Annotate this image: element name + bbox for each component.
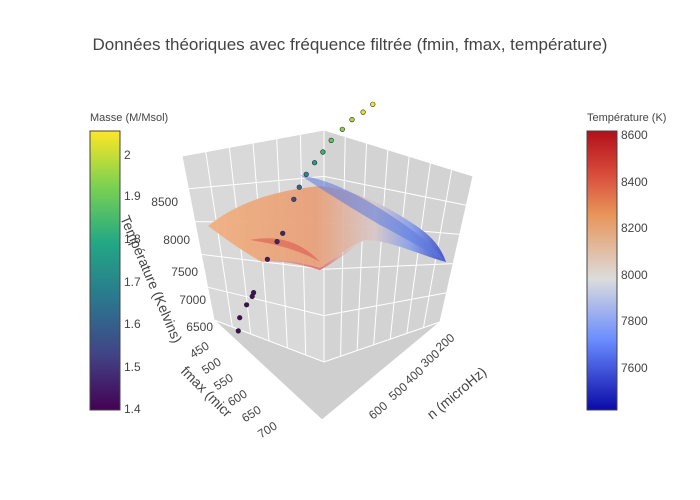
colorbar-temperature-tick: 8000 bbox=[621, 268, 648, 282]
y-tick: 650 bbox=[239, 403, 264, 426]
scatter-point bbox=[296, 184, 302, 190]
scatter-point bbox=[312, 160, 318, 166]
scatter-point bbox=[280, 230, 286, 236]
colorbar-mass-tick: 1.4 bbox=[124, 402, 141, 416]
z-tick: 7500 bbox=[171, 265, 198, 279]
scatter-points bbox=[235, 101, 376, 334]
colorbar-mass-tick: 1.5 bbox=[124, 360, 141, 374]
surface-blue-edge bbox=[300, 175, 446, 262]
z-tick: 7000 bbox=[179, 293, 206, 307]
scatter-point bbox=[235, 328, 241, 334]
colorbar-mass: Masse (M/Msol) 2 1.9 1.8 1.7 1.6 1.5 1.4 bbox=[89, 112, 168, 416]
scatter-point bbox=[339, 126, 345, 132]
surface-main bbox=[208, 186, 446, 268]
colorbar-temperature-tick: 8600 bbox=[621, 128, 648, 142]
scatter-point bbox=[264, 256, 271, 262]
surface-front-shade bbox=[262, 240, 365, 270]
grid-line bbox=[389, 156, 410, 340]
scatter-point bbox=[328, 137, 334, 143]
colorbar-temperature-tick: 8200 bbox=[621, 221, 648, 235]
scatter-point bbox=[370, 101, 376, 107]
grid-line bbox=[323, 292, 447, 317]
z-tick: 8500 bbox=[151, 195, 178, 209]
scatter-point bbox=[320, 149, 326, 155]
y-tick: 450 bbox=[187, 339, 212, 362]
z-tick: 8000 bbox=[163, 233, 190, 247]
colorbar-mass-tick: 2 bbox=[124, 148, 131, 162]
colorbar-temperature-tick: 8400 bbox=[621, 175, 648, 189]
grid-line bbox=[207, 286, 325, 317]
surface bbox=[208, 175, 446, 270]
x-tick: 600 bbox=[366, 398, 391, 422]
colorbar-temperature-tick: 7800 bbox=[621, 314, 648, 328]
grid-line bbox=[188, 175, 325, 190]
grid-line bbox=[323, 175, 467, 206]
z-axis-ticks: 8500 8000 7500 7000 6500 bbox=[151, 195, 213, 334]
colorbar-temperature-scale bbox=[586, 130, 618, 411]
x-axis-title: n (microHz) bbox=[424, 364, 490, 423]
colorbar-mass-title: Masse (M/Msol) bbox=[90, 112, 168, 124]
scatter-point bbox=[303, 171, 309, 177]
chart-title: Données théoriques avec fréquence filtré… bbox=[93, 35, 608, 54]
colorbar-mass-tick: 1.8 bbox=[124, 232, 141, 246]
grid-line bbox=[205, 151, 233, 328]
scatter-point bbox=[237, 315, 243, 321]
colorbar-temperature: Température (K) 8600 8400 8200 8000 7800… bbox=[586, 112, 666, 411]
scatter-point bbox=[349, 116, 355, 123]
colorbar-mass-scale bbox=[89, 130, 121, 411]
colorbar-mass-tick: 1.9 bbox=[124, 189, 141, 203]
scatter-point bbox=[251, 290, 257, 296]
scatter-point bbox=[360, 109, 366, 115]
scatter-point bbox=[291, 196, 297, 202]
z-tick: 6500 bbox=[186, 320, 213, 334]
surface-ridge-shade bbox=[250, 238, 320, 262]
scatter-point bbox=[244, 302, 250, 308]
colorbar-temperature-tick: 7600 bbox=[621, 361, 648, 375]
y-tick: 700 bbox=[255, 419, 280, 442]
colorbar-temperature-title: Température (K) bbox=[587, 112, 666, 124]
grid-line bbox=[356, 143, 368, 351]
grid-line bbox=[373, 149, 389, 345]
x-tick: 400 bbox=[402, 363, 427, 387]
scatter-point bbox=[274, 239, 280, 245]
colorbar-mass-tick: 1.7 bbox=[124, 275, 141, 289]
colorbar-mass-tick: 1.6 bbox=[124, 317, 141, 331]
grid-line bbox=[323, 263, 454, 270]
y-tick: 500 bbox=[199, 355, 224, 378]
